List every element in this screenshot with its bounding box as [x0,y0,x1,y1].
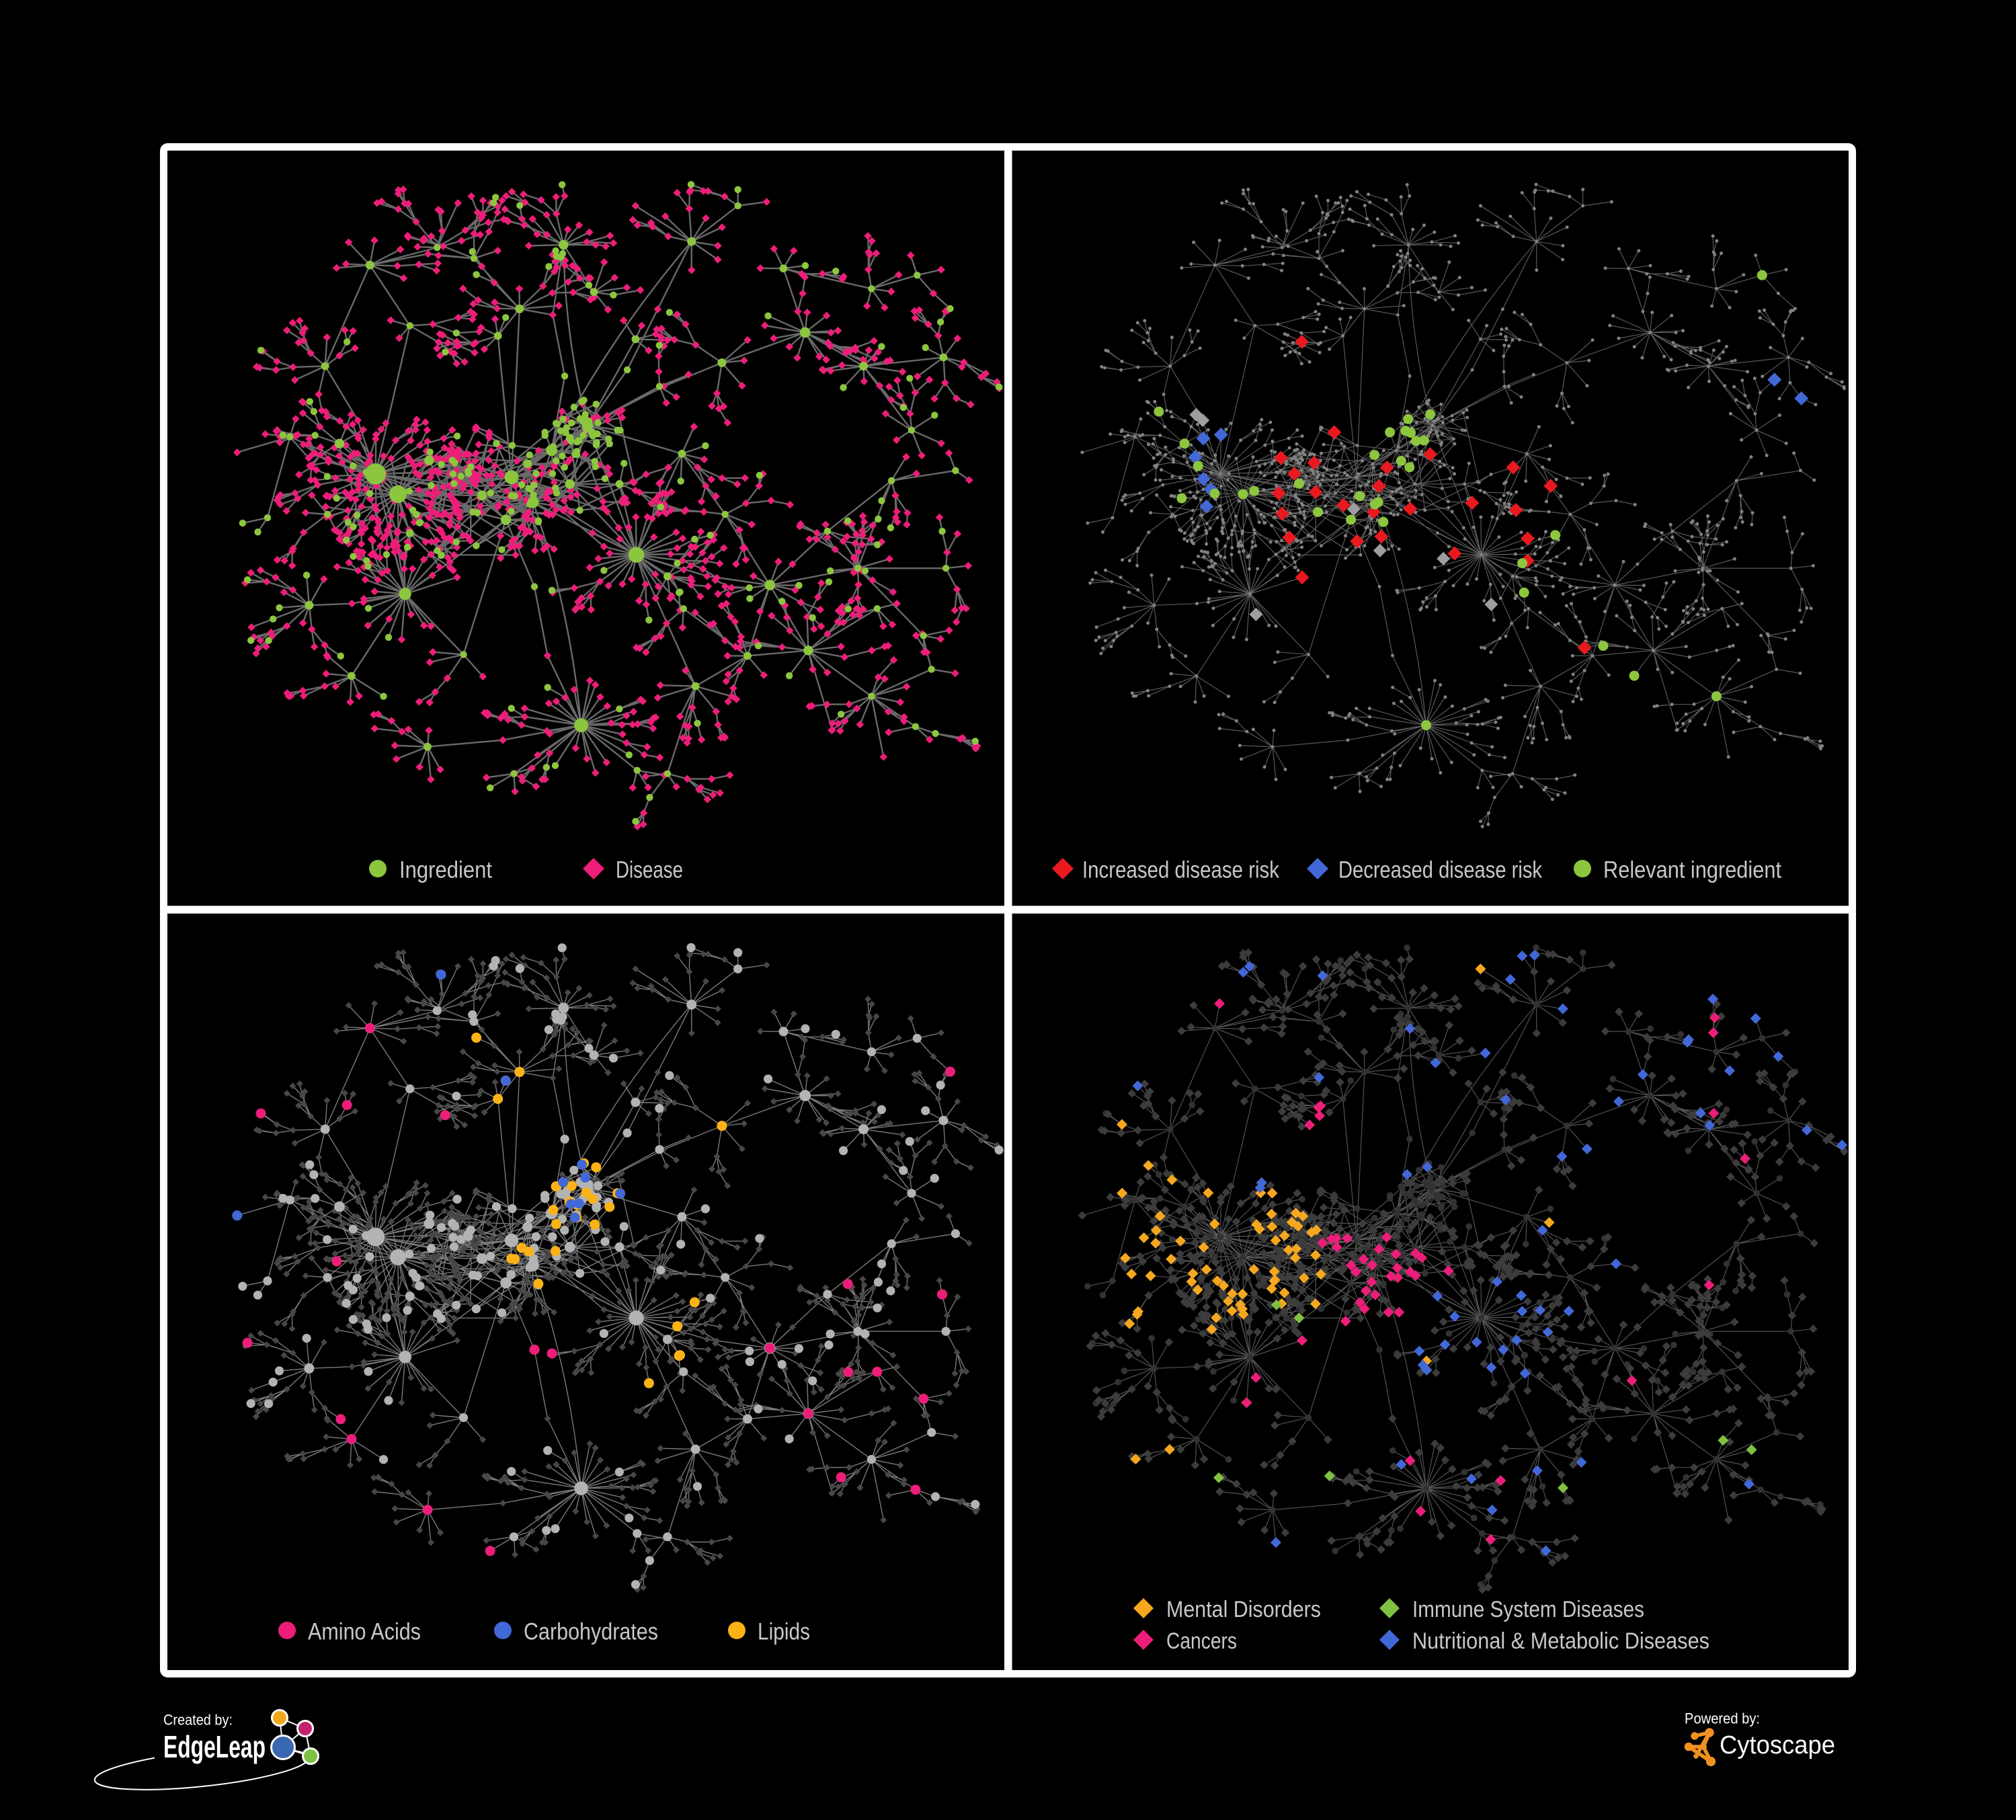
svg-text:Mental Disorders: Mental Disorders [1166,1597,1321,1622]
svg-text:Immune System Diseases: Immune System Diseases [1412,1597,1644,1622]
svg-text:Cytoscape: Cytoscape [1720,1731,1835,1759]
svg-text:Amino Acids: Amino Acids [308,1619,421,1645]
svg-text:Created by:: Created by: [163,1712,233,1729]
svg-text:Decreased disease risk: Decreased disease risk [1338,857,1542,883]
svg-text:Disease: Disease [616,857,683,883]
svg-text:EdgeLeap: EdgeLeap [163,1729,266,1764]
svg-text:Powered by:: Powered by: [1685,1710,1760,1727]
svg-text:Carbohydrates: Carbohydrates [524,1619,658,1645]
svg-text:Nutritional & Metabolic Diseas: Nutritional & Metabolic Diseases [1412,1628,1709,1654]
svg-text:Relevant ingredient: Relevant ingredient [1603,857,1781,883]
svg-text:Increased disease risk: Increased disease risk [1082,857,1279,883]
svg-text:Ingredient: Ingredient [399,857,492,883]
svg-text:Lipids: Lipids [758,1619,810,1645]
svg-text:Cancers: Cancers [1166,1628,1237,1654]
